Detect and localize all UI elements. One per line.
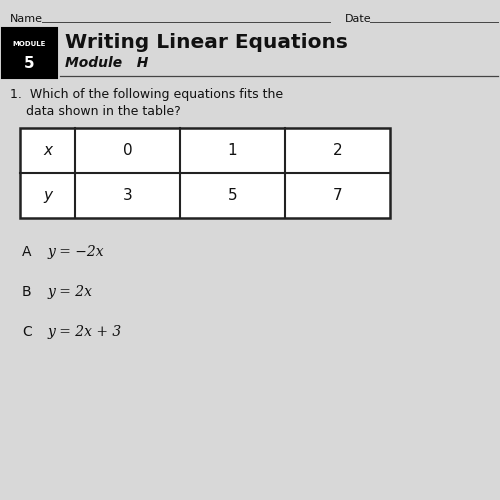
Text: y = 2x: y = 2x <box>48 285 93 299</box>
Text: 5: 5 <box>24 56 35 72</box>
Text: y: y <box>43 188 52 203</box>
Text: x: x <box>43 143 52 158</box>
Text: B: B <box>22 285 32 299</box>
Text: A: A <box>22 245 32 259</box>
Text: data shown in the table?: data shown in the table? <box>10 105 181 118</box>
Text: Name: Name <box>10 14 43 24</box>
Text: 3: 3 <box>122 188 132 203</box>
Text: y = 2x + 3: y = 2x + 3 <box>48 325 122 339</box>
Bar <box>2 28 57 78</box>
Text: 1: 1 <box>228 143 237 158</box>
Text: 5: 5 <box>228 188 237 203</box>
Text: y = −2x: y = −2x <box>48 245 104 259</box>
Text: 2: 2 <box>332 143 342 158</box>
Text: 7: 7 <box>332 188 342 203</box>
Text: MODULE: MODULE <box>13 41 46 47</box>
Text: 1.  Which of the following equations fits the: 1. Which of the following equations fits… <box>10 88 283 101</box>
Text: C: C <box>22 325 32 339</box>
Text: Date: Date <box>345 14 372 24</box>
Bar <box>20 128 390 218</box>
Text: 0: 0 <box>122 143 132 158</box>
Text: Writing Linear Equations: Writing Linear Equations <box>65 32 348 52</box>
Text: Module   H: Module H <box>65 56 148 70</box>
